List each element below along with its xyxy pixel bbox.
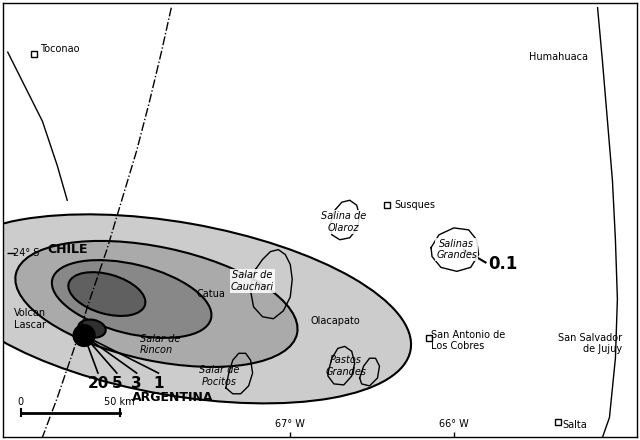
Text: Salar de
Cauchari: Salar de Cauchari — [231, 271, 274, 292]
Text: Pastos
Grandes: Pastos Grandes — [325, 356, 366, 377]
Text: Salta: Salta — [563, 420, 588, 430]
Circle shape — [73, 325, 95, 346]
Ellipse shape — [68, 272, 145, 316]
Ellipse shape — [15, 241, 298, 367]
Text: 66° W: 66° W — [439, 419, 468, 429]
Text: San Salvador
de Jujuy: San Salvador de Jujuy — [558, 333, 622, 354]
Text: Salar de
Pocitos: Salar de Pocitos — [198, 365, 239, 387]
Text: Salina de
Olaroz: Salina de Olaroz — [321, 211, 367, 233]
Text: 0.1: 0.1 — [488, 256, 518, 273]
Ellipse shape — [0, 214, 411, 403]
Text: Toconao: Toconao — [40, 44, 80, 54]
Text: 3: 3 — [131, 376, 142, 391]
Text: Volcan
Lascar: Volcan Lascar — [14, 308, 46, 330]
Text: Salinas
Grandes: Salinas Grandes — [436, 239, 477, 260]
Text: Susques: Susques — [394, 200, 435, 210]
Text: Olacapato: Olacapato — [310, 316, 360, 326]
Text: 5: 5 — [111, 376, 122, 391]
Text: 24° S: 24° S — [13, 248, 39, 257]
Ellipse shape — [78, 319, 106, 337]
Ellipse shape — [52, 260, 211, 338]
Text: ARGENTINA: ARGENTINA — [132, 391, 213, 404]
Text: San Antonio de
Los Cobres: San Antonio de Los Cobres — [431, 330, 505, 351]
Text: 0: 0 — [17, 396, 24, 407]
Text: Salar de
Rincon: Salar de Rincon — [140, 334, 180, 355]
Text: 20: 20 — [87, 376, 109, 391]
Text: 1: 1 — [153, 376, 164, 391]
Text: 50 km: 50 km — [104, 396, 135, 407]
Text: Humahuaca: Humahuaca — [529, 52, 588, 62]
Text: CHILE: CHILE — [47, 243, 88, 256]
Text: Catua: Catua — [196, 289, 225, 299]
Text: 67° W: 67° W — [275, 419, 305, 429]
